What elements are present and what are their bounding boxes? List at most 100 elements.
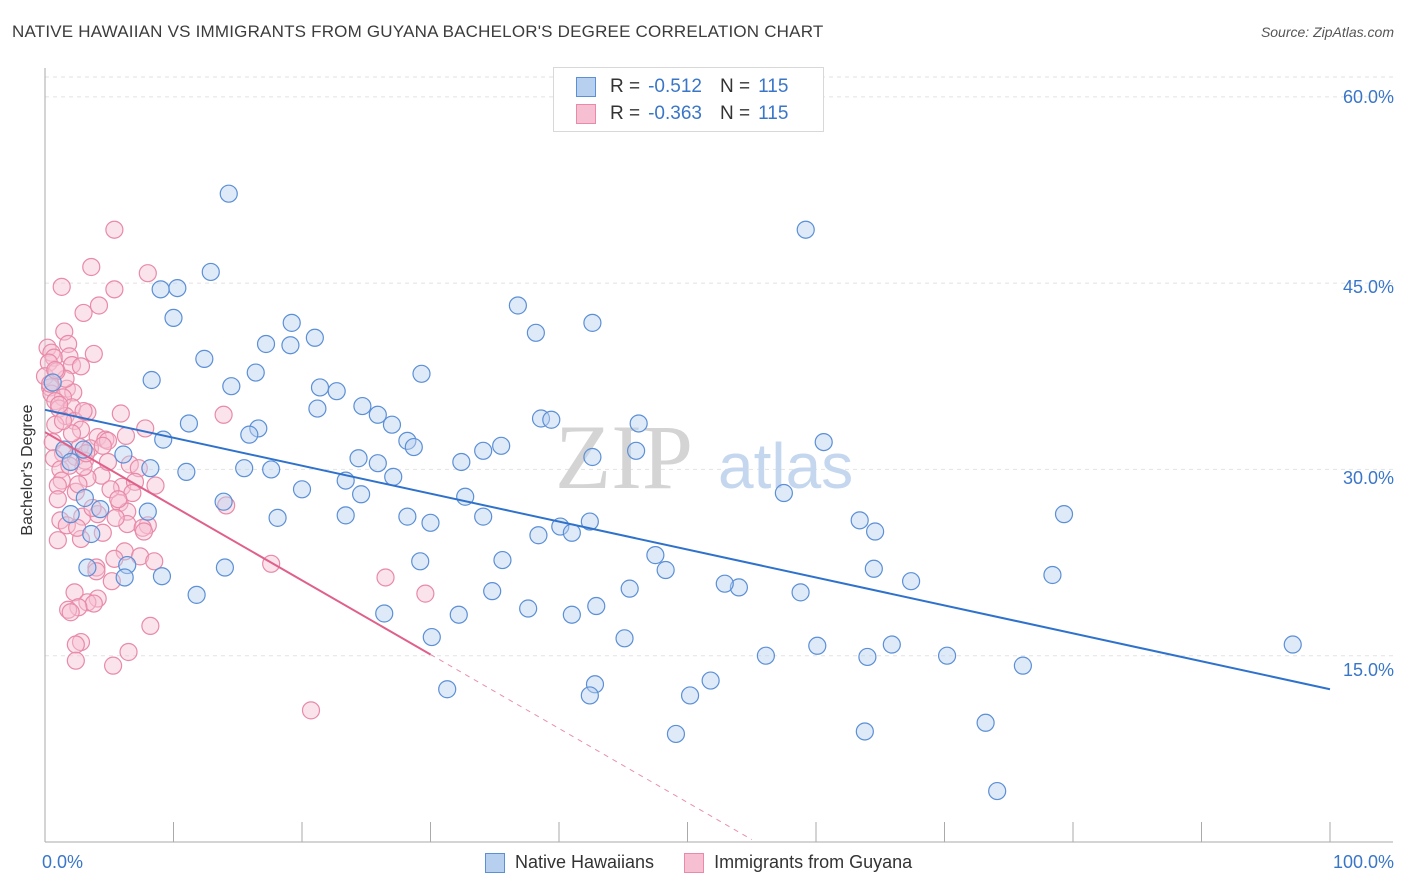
point-native-hawaiians bbox=[262, 460, 281, 479]
point-immigrants-from-guyana bbox=[120, 455, 139, 474]
point-native-hawaiians bbox=[281, 336, 300, 355]
point-native-hawaiians bbox=[796, 220, 815, 239]
r-value: -0.512 bbox=[648, 76, 702, 97]
point-native-hawaiians bbox=[138, 502, 157, 521]
point-immigrants-from-guyana bbox=[62, 424, 82, 443]
point-native-hawaiians bbox=[310, 378, 330, 397]
point-immigrants-from-guyana bbox=[119, 642, 138, 662]
point-native-hawaiians bbox=[375, 604, 394, 623]
point-immigrants-from-guyana bbox=[214, 405, 233, 424]
point-native-hawaiians bbox=[814, 432, 833, 452]
point-native-hawaiians bbox=[368, 454, 387, 473]
point-native-hawaiians bbox=[493, 550, 512, 570]
point-native-hawaiians bbox=[562, 605, 581, 624]
y-axis-label: Bachelor's Degree bbox=[19, 404, 36, 536]
point-native-hawaiians bbox=[214, 492, 233, 511]
point-native-hawaiians bbox=[292, 480, 312, 499]
point-native-hawaiians bbox=[61, 452, 80, 472]
x-tick-label-min: 0.0% bbox=[42, 852, 84, 872]
point-native-hawaiians bbox=[411, 552, 430, 571]
point-native-hawaiians bbox=[201, 262, 220, 282]
point-immigrants-from-guyana bbox=[59, 600, 78, 619]
n-label: N = bbox=[719, 103, 751, 124]
point-native-hawaiians bbox=[327, 382, 346, 401]
legend-swatch-pink bbox=[684, 852, 705, 873]
point-native-hawaiians bbox=[1283, 635, 1302, 654]
point-immigrants-from-guyana bbox=[65, 583, 84, 602]
point-immigrants-from-guyana bbox=[66, 635, 85, 654]
point-immigrants-from-guyana bbox=[71, 529, 91, 549]
point-native-hawaiians bbox=[583, 313, 602, 332]
y-tick-label: 30.0% bbox=[1342, 468, 1394, 488]
point-native-hawaiians bbox=[587, 596, 606, 616]
point-native-hawaiians bbox=[715, 574, 734, 593]
point-immigrants-from-guyana bbox=[82, 257, 101, 277]
point-native-hawaiians bbox=[855, 722, 874, 741]
stats-row-native-hawaiians: R = -0.512 N = 115 bbox=[576, 75, 788, 99]
point-native-hawaiians bbox=[382, 415, 402, 434]
legend-item-native-hawaiians[interactable]: Native Hawaiians bbox=[485, 852, 654, 873]
point-native-hawaiians bbox=[179, 414, 199, 433]
point-native-hawaiians bbox=[151, 280, 170, 299]
point-native-hawaiians bbox=[114, 445, 133, 464]
point-native-hawaiians bbox=[729, 578, 749, 597]
point-native-hawaiians bbox=[701, 671, 720, 690]
point-native-hawaiians bbox=[580, 686, 599, 705]
point-native-hawaiians bbox=[384, 467, 403, 486]
point-immigrants-from-guyana bbox=[84, 594, 103, 613]
source-label: Source: ZipAtlas.com bbox=[1260, 24, 1394, 40]
point-immigrants-from-guyana bbox=[66, 482, 85, 501]
point-native-hawaiians bbox=[352, 485, 371, 504]
point-native-hawaiians bbox=[215, 558, 234, 577]
point-immigrants-from-guyana bbox=[262, 554, 281, 573]
point-native-hawaiians bbox=[680, 686, 700, 705]
n-value: 115 bbox=[758, 103, 789, 124]
y-tick-label: 45.0% bbox=[1342, 277, 1394, 297]
series-native-hawaiians bbox=[43, 184, 1302, 801]
point-immigrants-from-guyana bbox=[301, 701, 321, 720]
trend-line-native-hawaiians bbox=[44, 408, 1331, 691]
legend-item-immigrants-from-guyana[interactable]: Immigrants from Guyana bbox=[684, 852, 912, 873]
point-immigrants-from-guyana bbox=[74, 303, 93, 323]
legend-swatch-pink bbox=[576, 104, 596, 124]
point-native-hawaiians bbox=[246, 363, 265, 382]
r-label: R = bbox=[610, 103, 641, 124]
point-immigrants-from-guyana bbox=[48, 476, 67, 495]
point-immigrants-from-guyana bbox=[104, 656, 123, 675]
legend-swatch-blue bbox=[485, 852, 505, 873]
point-native-hawaiians bbox=[1013, 656, 1032, 675]
y-tick-label: 60.0% bbox=[1342, 87, 1394, 107]
point-immigrants-from-guyana bbox=[61, 603, 80, 622]
gridlines bbox=[45, 76, 1393, 657]
point-immigrants-from-guyana bbox=[105, 280, 124, 299]
point-native-hawaiians bbox=[235, 459, 254, 478]
point-native-hawaiians bbox=[656, 560, 675, 580]
legend-label: Native Hawaiians bbox=[515, 852, 655, 872]
point-native-hawaiians bbox=[115, 568, 134, 587]
y-tick-label: 15.0% bbox=[1342, 660, 1394, 680]
r-value: -0.363 bbox=[648, 103, 702, 124]
point-immigrants-from-guyana bbox=[71, 357, 91, 376]
point-immigrants-from-guyana bbox=[84, 344, 103, 364]
point-immigrants-from-guyana bbox=[106, 508, 125, 527]
point-native-hawaiians bbox=[474, 507, 493, 526]
legend-swatch-blue bbox=[576, 77, 596, 97]
point-native-hawaiians bbox=[529, 526, 548, 545]
point-native-hawaiians bbox=[141, 459, 160, 478]
point-native-hawaiians bbox=[976, 713, 995, 732]
point-native-hawaiians bbox=[850, 511, 869, 530]
point-immigrants-from-guyana bbox=[116, 426, 136, 445]
point-native-hawaiians bbox=[756, 646, 775, 665]
point-immigrants-from-guyana bbox=[93, 523, 112, 542]
point-native-hawaiians bbox=[492, 436, 511, 455]
trend-line-immigrants-from-guyana bbox=[44, 431, 431, 656]
point-native-hawaiians bbox=[421, 513, 440, 532]
trend-line-extension bbox=[430, 654, 752, 840]
point-immigrants-from-guyana bbox=[105, 220, 124, 239]
x-tick-label-max: 100.0% bbox=[1332, 852, 1394, 872]
point-native-hawaiians bbox=[336, 506, 355, 525]
point-immigrants-from-guyana bbox=[416, 584, 435, 603]
point-native-hawaiians bbox=[542, 410, 561, 429]
point-immigrants-from-guyana bbox=[141, 616, 160, 636]
stats-row-immigrants-from-guyana: R = -0.363 N = 115 bbox=[576, 102, 788, 126]
